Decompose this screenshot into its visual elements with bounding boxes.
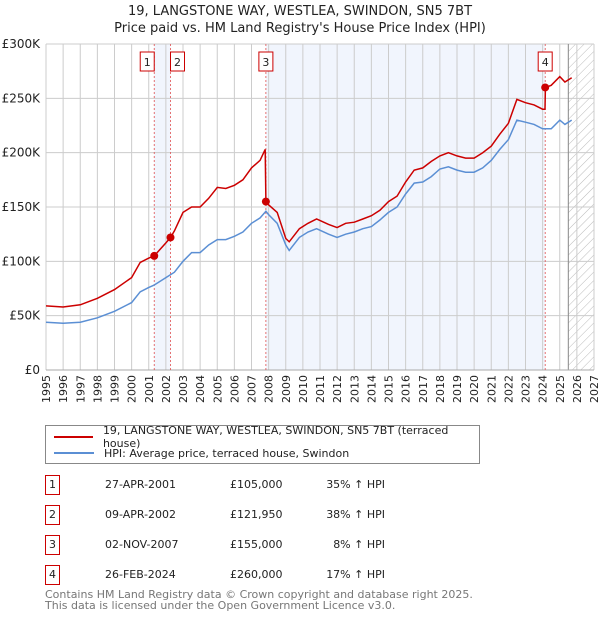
- sale-number: 2: [45, 505, 60, 525]
- legend-swatch-red: [54, 436, 93, 438]
- x-tick-label: 2013: [348, 375, 361, 403]
- chart-subtitle: Price paid vs. HM Land Registry's House …: [114, 21, 486, 36]
- footer-licence: This data is licensed under the Open Gov…: [45, 599, 396, 612]
- y-tick-label: £250K: [2, 91, 42, 105]
- sale-price: £155,000: [230, 538, 283, 551]
- chart-title: 19, LANGSTONE WAY, WESTLEA, SWINDON, SN5…: [127, 4, 473, 19]
- sale-price: £260,000: [230, 568, 283, 581]
- x-tick-label: 2020: [468, 375, 481, 403]
- sale-price: £121,950: [230, 508, 283, 521]
- sale-row: 3 02-NOV-2007 £155,000 8% ↑ HPI: [45, 535, 445, 555]
- x-tick-label: 2025: [554, 375, 567, 403]
- sale-hpi-diff: 35% ↑ HPI: [326, 478, 385, 491]
- x-tick-label: 2027: [588, 375, 600, 403]
- sale-label-box: [139, 51, 155, 72]
- x-tick-label: 2006: [228, 375, 241, 403]
- sale-price: £105,000: [230, 478, 283, 491]
- sale-label: 1: [144, 56, 151, 69]
- x-tick-label: 2014: [365, 375, 378, 403]
- x-tick-label: 2004: [194, 375, 207, 403]
- sale-row: 4 26-FEB-2024 £260,000 17% ↑ HPI: [45, 565, 445, 585]
- x-tick-label: 2017: [417, 375, 430, 403]
- x-tick-label: 2003: [177, 375, 190, 403]
- x-tick-label: 2000: [126, 375, 139, 403]
- sale-date: 26-FEB-2024: [105, 568, 176, 581]
- footer-copyright: Contains HM Land Registry data © Crown c…: [45, 588, 473, 601]
- sale-hpi-diff: 8% ↑ HPI: [333, 538, 385, 551]
- sale-point: [541, 83, 550, 92]
- y-tick-label: £200K: [2, 146, 42, 160]
- legend: 19, LANGSTONE WAY, WESTLEA, SWINDON, SN5…: [45, 424, 480, 464]
- x-tick-label: 2001: [143, 375, 156, 403]
- x-tick-label: 2015: [383, 375, 396, 403]
- x-tick-label: 1997: [74, 375, 87, 403]
- y-tick-label: £50K: [9, 309, 41, 323]
- y-tick-label: £150K: [2, 200, 42, 214]
- sale-date: 02-NOV-2007: [105, 538, 179, 551]
- sale-row: 1 27-APR-2001 £105,000 35% ↑ HPI: [45, 475, 445, 495]
- sale-hpi-diff: 17% ↑ HPI: [326, 568, 385, 581]
- sale-label-box: [258, 51, 274, 72]
- y-tick-label: £100K: [2, 254, 42, 268]
- x-tick-label: 1999: [109, 375, 122, 403]
- x-tick-label: 2007: [246, 375, 259, 403]
- sale-date: 09-APR-2002: [105, 508, 177, 521]
- legend-label-property: 19, LANGSTONE WAY, WESTLEA, SWINDON, SN5…: [102, 424, 449, 450]
- sale-label: 4: [542, 56, 549, 69]
- x-tick-label: 2022: [502, 375, 515, 403]
- x-tick-label: 2018: [434, 375, 447, 403]
- x-tick-label: 2002: [160, 375, 173, 403]
- x-tick-label: 2026: [571, 375, 584, 403]
- sale-row: 2 09-APR-2002 £121,950 38% ↑ HPI: [45, 505, 445, 525]
- sale-point: [150, 251, 159, 260]
- sale-label: 3: [262, 56, 269, 69]
- x-tick-label: 2023: [520, 375, 533, 403]
- x-tick-label: 2005: [211, 375, 224, 403]
- x-tick-label: 2011: [314, 375, 327, 403]
- sale-label: 2: [174, 56, 181, 69]
- line-chart: 1995 1996 1997 1998 1999 2000 2001 2002 2003 2004…: [2, 37, 600, 403]
- x-tick-label: 2010: [297, 375, 310, 403]
- sale-hpi-diff: 38% ↑ HPI: [326, 508, 385, 521]
- legend-label-hpi: HPI: Average price, terraced house, Swin…: [104, 446, 350, 460]
- sale-number: 4: [45, 565, 60, 585]
- x-tick-label: 2009: [280, 375, 293, 403]
- sale-date: 27-APR-2001: [105, 478, 177, 491]
- x-tick-label: 1998: [91, 375, 104, 403]
- sale-point: [166, 233, 175, 242]
- sale-label-box: [537, 51, 553, 72]
- x-tick-label: 2019: [451, 375, 464, 403]
- x-tick-label: 2024: [537, 375, 550, 403]
- y-tick-label: £300K: [2, 37, 42, 51]
- y-tick-label: £0: [25, 363, 40, 377]
- sale-label-box: [169, 51, 185, 72]
- sale-point: [261, 197, 270, 206]
- series-line: [45, 119, 573, 325]
- x-tick-label: 2021: [485, 375, 498, 403]
- x-tick-label: 2012: [331, 375, 344, 403]
- x-tick-label: 1996: [57, 375, 70, 403]
- sale-number: 3: [45, 535, 60, 555]
- sale-number: 1: [45, 475, 60, 495]
- legend-swatch-blue: [54, 452, 94, 454]
- x-tick-label: 1995: [40, 375, 53, 403]
- x-tick-label: 2008: [263, 375, 276, 403]
- x-tick-label: 2016: [400, 375, 413, 403]
